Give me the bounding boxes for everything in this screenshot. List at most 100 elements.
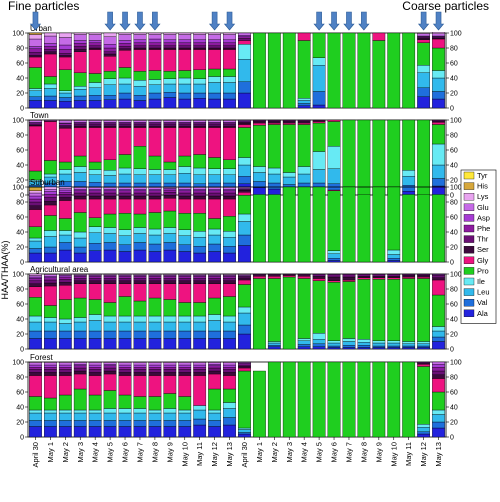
segment-thr bbox=[88, 278, 102, 281]
bar-may-1-coarse bbox=[253, 32, 266, 109]
bar-may-6-coarse bbox=[327, 32, 341, 109]
segment-glu bbox=[44, 119, 57, 121]
segment-leu bbox=[417, 72, 430, 88]
y-tick-label-left: 0 bbox=[20, 193, 24, 200]
segment-ser bbox=[417, 275, 430, 278]
segment-ile bbox=[133, 408, 147, 414]
segment-thr bbox=[88, 124, 102, 127]
segment-val bbox=[223, 246, 236, 254]
segment-lys bbox=[148, 361, 162, 363]
segment-gly bbox=[223, 375, 236, 390]
segment-pro bbox=[238, 370, 251, 429]
segment-leu bbox=[118, 321, 132, 332]
segment-glu bbox=[148, 120, 162, 123]
segment-ala bbox=[133, 338, 147, 350]
segment-leu bbox=[29, 240, 42, 249]
segment-glu bbox=[88, 362, 102, 366]
segment-asp bbox=[148, 38, 162, 43]
segment-phe bbox=[193, 276, 207, 279]
segment-glu bbox=[73, 34, 87, 41]
segment-pro bbox=[312, 122, 326, 152]
segment-thr bbox=[29, 52, 42, 56]
segment-lys bbox=[133, 186, 147, 188]
segment-leu bbox=[208, 82, 221, 94]
legend-swatch bbox=[463, 214, 475, 222]
segment-phe bbox=[327, 273, 341, 275]
segment-asp bbox=[208, 189, 221, 191]
segment-leu bbox=[88, 87, 102, 96]
segment-lys bbox=[238, 186, 251, 188]
segment-ile bbox=[58, 230, 72, 236]
bar-may-3-coarse bbox=[282, 119, 296, 196]
segment-pro bbox=[238, 195, 251, 215]
segment-thr bbox=[133, 192, 147, 197]
y-tick-label-left: 0 bbox=[20, 106, 24, 113]
segment-thr bbox=[238, 276, 251, 279]
segment-glu bbox=[73, 187, 87, 190]
bar-may-13-coarse bbox=[432, 119, 445, 196]
segment-ile bbox=[267, 341, 281, 344]
segment-glu bbox=[44, 362, 57, 366]
x-tick-label: May 13 bbox=[225, 442, 234, 467]
segment-ser bbox=[118, 125, 132, 128]
segment-pro bbox=[402, 194, 416, 263]
segment-gly bbox=[29, 125, 42, 172]
segment-asp bbox=[29, 364, 42, 368]
y-tick-label-right: 20 bbox=[450, 178, 458, 185]
segment-val bbox=[88, 420, 102, 427]
segment-gly bbox=[73, 51, 87, 73]
bar-may-13-fine bbox=[223, 32, 236, 109]
bar-may-3-fine bbox=[73, 273, 87, 350]
y-tick-label-right: 0 bbox=[450, 193, 454, 200]
segment-leu bbox=[402, 343, 416, 347]
segment-lys bbox=[193, 32, 207, 35]
segment-ile bbox=[148, 409, 162, 414]
segment-thr bbox=[58, 53, 72, 56]
segment-val bbox=[44, 95, 57, 101]
segment-val bbox=[118, 330, 132, 339]
segment-pro bbox=[133, 146, 147, 169]
bar-may-10-coarse bbox=[387, 361, 401, 438]
segment-phe bbox=[178, 42, 192, 46]
segment-glu bbox=[148, 187, 162, 190]
segment-thr bbox=[208, 45, 221, 49]
segment-asp bbox=[58, 275, 72, 278]
panel-title: Urban bbox=[30, 24, 52, 33]
segment-pro bbox=[417, 366, 430, 425]
segment-ile bbox=[118, 167, 132, 175]
segment-pro bbox=[282, 32, 296, 109]
segment-pro bbox=[417, 194, 430, 263]
segment-leu bbox=[327, 168, 341, 184]
segment-pro bbox=[178, 155, 192, 167]
y-tick-label-right: 40 bbox=[450, 163, 458, 170]
segment-gly bbox=[103, 56, 117, 72]
segment-gly bbox=[58, 128, 72, 163]
segment-leu bbox=[208, 174, 221, 184]
legend-label: Val bbox=[477, 298, 488, 307]
segment-ala bbox=[223, 338, 236, 350]
panel-forest: Forest 0 0 20 20 40 40 60 60 80 80 100 100 bbox=[12, 353, 461, 442]
arrow-marker-may-6 bbox=[119, 11, 131, 31]
segment-ala bbox=[223, 252, 236, 263]
legend-swatch bbox=[463, 235, 475, 243]
segment-ile bbox=[417, 341, 430, 344]
segment-pro bbox=[44, 76, 57, 85]
segment-lys bbox=[133, 119, 147, 121]
segment-thr bbox=[44, 369, 57, 373]
segment-phe bbox=[387, 273, 401, 275]
segment-thr bbox=[208, 278, 221, 281]
segment-leu bbox=[432, 77, 445, 92]
segment-pro bbox=[29, 67, 42, 89]
segment-ile bbox=[73, 231, 87, 239]
x-tick-label: May 5 bbox=[106, 442, 115, 462]
segment-asp bbox=[223, 364, 236, 368]
segment-thr bbox=[193, 369, 207, 373]
segment-thr bbox=[223, 369, 236, 373]
segment-val bbox=[118, 92, 132, 100]
segment-pro bbox=[253, 278, 266, 350]
segment-asp bbox=[44, 191, 57, 195]
segment-ala bbox=[58, 249, 72, 263]
segment-ala bbox=[432, 427, 445, 438]
segment-ala bbox=[148, 338, 162, 350]
segment-leu bbox=[297, 340, 311, 345]
